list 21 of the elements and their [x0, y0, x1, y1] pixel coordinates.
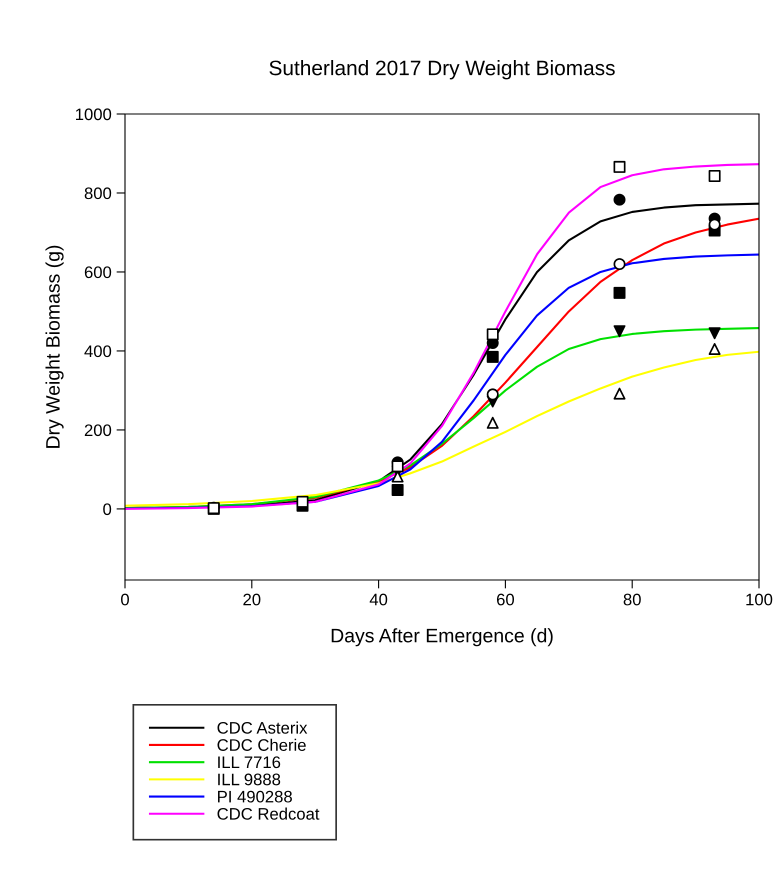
y-axis-title: Dry Weight Biomass (g): [45, 246, 64, 448]
x-tick-label: 20: [243, 594, 260, 606]
legend-label: PI 490288: [218, 790, 292, 803]
y-tick-label: 1000: [76, 108, 112, 120]
x-tick-label: 40: [370, 594, 388, 606]
legend-label: CDC Asterix: [218, 722, 308, 734]
y-tick-label: 200: [84, 424, 112, 436]
legend-label: ILL 9888: [218, 774, 280, 786]
legend-label: CDC Redcoat: [218, 808, 320, 820]
chart-title: Sutherland 2017 Dry Weight Biomass: [269, 60, 615, 80]
y-tick-label: 400: [84, 345, 112, 358]
x-tick-label: 80: [624, 594, 641, 606]
x-axis-title: Days After Emergence (d): [332, 628, 553, 646]
legend-label: CDC Cherie: [218, 738, 306, 751]
y-tick-label: 600: [84, 266, 112, 278]
y-tick-label: 800: [84, 187, 112, 200]
x-tick-label: 60: [496, 594, 514, 606]
legend-label: ILL 7716: [218, 756, 280, 768]
y-tick-label: 0: [103, 503, 112, 516]
x-tick-label: 100: [746, 594, 772, 606]
x-tick-label: 0: [121, 594, 129, 606]
